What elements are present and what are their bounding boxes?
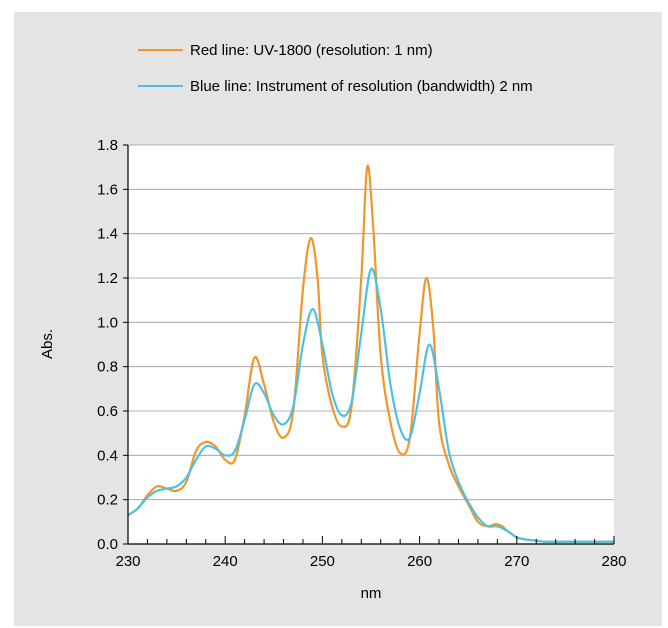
x-tick-label: 260 bbox=[407, 553, 432, 570]
x-tick-label: 250 bbox=[310, 553, 335, 570]
y-tick-label: 1.8 bbox=[97, 137, 118, 154]
y-tick-label: 1.6 bbox=[97, 181, 118, 198]
legend: Red line: UV-1800 (resolution: 1 nm) Blu… bbox=[138, 42, 533, 95]
x-ticks: 230 240 250 260 270 280 bbox=[115, 536, 627, 570]
series-layer bbox=[127, 164, 614, 543]
y-tick-label: 0.0 bbox=[97, 536, 118, 553]
series-line-2nm-instrument bbox=[127, 267, 614, 543]
plot-area bbox=[128, 145, 614, 544]
series-line-uv1800 bbox=[127, 164, 614, 543]
axes bbox=[127, 145, 614, 545]
legend-label-red: Red line: UV-1800 (resolution: 1 nm) bbox=[190, 42, 433, 59]
y-tick-label: 0.4 bbox=[97, 447, 118, 464]
x-tick-label: 230 bbox=[115, 553, 140, 570]
y-ticks: 0.0 0.2 0.4 0.6 0.8 1.0 1.2 1.4 1.6 1.8 bbox=[97, 137, 128, 553]
legend-label-blue: Blue line: Instrument of resolution (ban… bbox=[190, 78, 533, 95]
x-tick-label: 240 bbox=[213, 553, 238, 570]
y-tick-label: 0.2 bbox=[97, 492, 118, 509]
x-tick-label: 270 bbox=[504, 553, 529, 570]
y-tick-label: 1.4 bbox=[97, 226, 118, 243]
y-tick-label: 1.0 bbox=[97, 314, 118, 331]
y-tick-label: 0.6 bbox=[97, 403, 118, 420]
y-tick-label: 0.8 bbox=[97, 359, 118, 376]
x-axis-title: nm bbox=[361, 585, 382, 602]
y-axis-title: Abs. bbox=[39, 329, 56, 359]
y-tick-label: 1.2 bbox=[97, 270, 118, 287]
x-tick-label: 280 bbox=[601, 553, 626, 570]
